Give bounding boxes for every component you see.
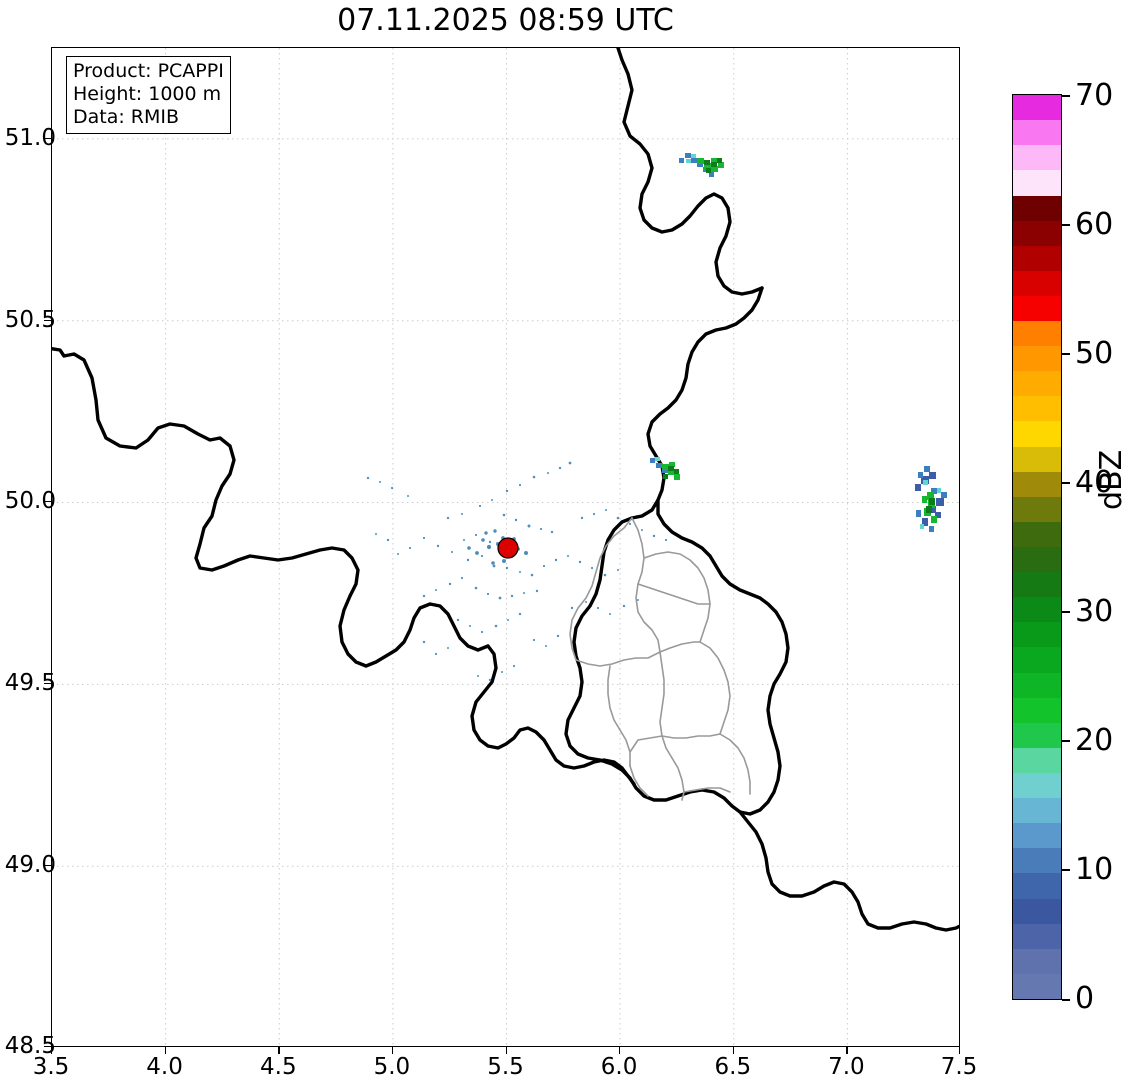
colorbar-axis-label: dBZ bbox=[1094, 449, 1129, 510]
colorbar-band-14 bbox=[1013, 622, 1061, 648]
xtick-label-6-5: 6.5 bbox=[714, 1054, 752, 1080]
colorbar[interactable] bbox=[1012, 94, 1062, 1000]
colorbar-band-8 bbox=[1013, 773, 1061, 799]
cbar-tick-label-20: 20 bbox=[1075, 723, 1114, 758]
colorbar-band-25 bbox=[1013, 346, 1061, 372]
colorbar-band-26 bbox=[1013, 321, 1061, 347]
colorbar-band-0 bbox=[1013, 973, 1061, 999]
radar-site-marker[interactable] bbox=[497, 537, 519, 559]
cbar-tick-mark-0 bbox=[1062, 999, 1070, 1001]
xtick-label-4-5: 4.5 bbox=[260, 1054, 297, 1080]
colorbar-band-13 bbox=[1013, 647, 1061, 673]
ytick-mark-50-5 bbox=[44, 320, 51, 322]
cbar-tick-label-60: 60 bbox=[1075, 207, 1114, 242]
xtick-mark-6-0 bbox=[619, 1047, 621, 1054]
radar-clutter-speckle bbox=[366, 461, 668, 682]
ytick-label-50-0: 50.0 bbox=[4, 488, 56, 514]
colorbar-band-4 bbox=[1013, 873, 1061, 899]
colorbar-band-34 bbox=[1013, 120, 1061, 146]
xtick-mark-4-0 bbox=[164, 1047, 166, 1054]
xtick-mark-5-0 bbox=[391, 1047, 394, 1054]
cbar-tick-mark-40 bbox=[1062, 482, 1070, 484]
colorbar-band-24 bbox=[1013, 371, 1061, 397]
cbar-tick-mark-30 bbox=[1062, 611, 1070, 613]
map-canvas bbox=[52, 48, 959, 1046]
ytick-mark-51-0 bbox=[44, 138, 51, 140]
cbar-tick-label-0: 0 bbox=[1075, 981, 1095, 1016]
cbar-tick-label-70: 70 bbox=[1075, 78, 1114, 113]
colorbar-band-22 bbox=[1013, 421, 1061, 447]
xtick-mark-4-5 bbox=[278, 1047, 280, 1054]
ytick-mark-49-5 bbox=[44, 683, 51, 685]
xtick-mark-6-5 bbox=[732, 1047, 735, 1054]
page-title: 07.11.2025 08:59 UTC bbox=[337, 3, 674, 38]
country-borders bbox=[52, 48, 959, 932]
ytick-mark-50-0 bbox=[44, 501, 51, 503]
colorbar-band-10 bbox=[1013, 722, 1061, 748]
colorbar-band-19 bbox=[1013, 496, 1061, 522]
product-info-box: Product: PCAPPI Height: 1000 m Data: RMI… bbox=[66, 56, 231, 134]
internal-boundaries bbox=[569, 517, 751, 801]
colorbar-band-7 bbox=[1013, 798, 1061, 824]
info-data-line: Data: RMIB bbox=[73, 106, 180, 128]
colorbar-band-9 bbox=[1013, 747, 1061, 774]
colorbar-band-29 bbox=[1013, 245, 1061, 271]
xtick-mark-3-5 bbox=[51, 1047, 53, 1054]
colorbar-band-31 bbox=[1013, 195, 1061, 221]
colorbar-band-17 bbox=[1013, 547, 1061, 573]
colorbar-band-16 bbox=[1013, 572, 1061, 598]
cbar-tick-mark-70 bbox=[1062, 95, 1070, 97]
cbar-tick-mark-60 bbox=[1062, 224, 1070, 226]
ytick-mark-48-5 bbox=[44, 1046, 51, 1048]
colorbar-band-27 bbox=[1013, 295, 1061, 322]
colorbar-band-2 bbox=[1013, 923, 1061, 949]
colorbar-band-15 bbox=[1013, 597, 1061, 623]
colorbar-band-20 bbox=[1013, 471, 1061, 497]
ytick-label-50-5: 50.5 bbox=[4, 307, 56, 333]
cbar-tick-label-10: 10 bbox=[1075, 852, 1114, 887]
colorbar-band-21 bbox=[1013, 446, 1061, 472]
xtick-label-7-0: 7.0 bbox=[828, 1054, 865, 1080]
colorbar-band-28 bbox=[1013, 270, 1061, 296]
colorbar-band-18 bbox=[1013, 521, 1061, 548]
colorbar-band-32 bbox=[1013, 170, 1061, 196]
echo-cluster-far-east bbox=[915, 466, 947, 532]
xtick-mark-7-0 bbox=[846, 1047, 848, 1054]
xtick-mark-5-5 bbox=[505, 1047, 507, 1054]
ytick-mark-49-0 bbox=[44, 865, 51, 867]
colorbar-band-1 bbox=[1013, 948, 1061, 974]
xtick-label-5-0: 5.0 bbox=[373, 1054, 411, 1080]
echo-cluster-north-east bbox=[679, 153, 724, 177]
colorbar-band-35 bbox=[1013, 95, 1061, 121]
xtick-label-3-5: 3.5 bbox=[32, 1054, 70, 1080]
colorbar-band-30 bbox=[1013, 220, 1061, 246]
cbar-tick-mark-50 bbox=[1062, 353, 1070, 355]
cbar-tick-mark-20 bbox=[1062, 740, 1070, 742]
cbar-tick-label-50: 50 bbox=[1075, 336, 1114, 371]
colorbar-band-3 bbox=[1013, 898, 1061, 924]
colorbar-band-33 bbox=[1013, 145, 1061, 171]
cbar-tick-label-30: 30 bbox=[1075, 594, 1114, 629]
ytick-label-49-0: 49.0 bbox=[4, 852, 56, 878]
colorbar-band-11 bbox=[1013, 697, 1061, 723]
ytick-label-51-0: 51.0 bbox=[4, 125, 56, 151]
info-height-line: Height: 1000 m bbox=[73, 83, 222, 105]
cbar-tick-label-40: 40 bbox=[1075, 465, 1114, 500]
ytick-label-48-5: 48.5 bbox=[4, 1033, 56, 1059]
xtick-mark-7-5 bbox=[959, 1047, 961, 1054]
xtick-label-6-0: 6.0 bbox=[600, 1054, 638, 1080]
echo-cluster-border-mid bbox=[650, 457, 680, 480]
cbar-tick-mark-10 bbox=[1062, 869, 1070, 871]
xtick-label-4-0: 4.0 bbox=[146, 1054, 183, 1080]
map-plot-area[interactable] bbox=[51, 47, 960, 1047]
colorbar-band-5 bbox=[1013, 848, 1061, 874]
xtick-label-7-5: 7.5 bbox=[940, 1054, 978, 1080]
xtick-label-5-5: 5.5 bbox=[487, 1054, 524, 1080]
colorbar-band-12 bbox=[1013, 672, 1061, 698]
info-product-line: Product: PCAPPI bbox=[73, 60, 224, 82]
colorbar-band-6 bbox=[1013, 823, 1061, 849]
colorbar-band-23 bbox=[1013, 396, 1061, 422]
ytick-label-49-5: 49.5 bbox=[4, 670, 56, 696]
